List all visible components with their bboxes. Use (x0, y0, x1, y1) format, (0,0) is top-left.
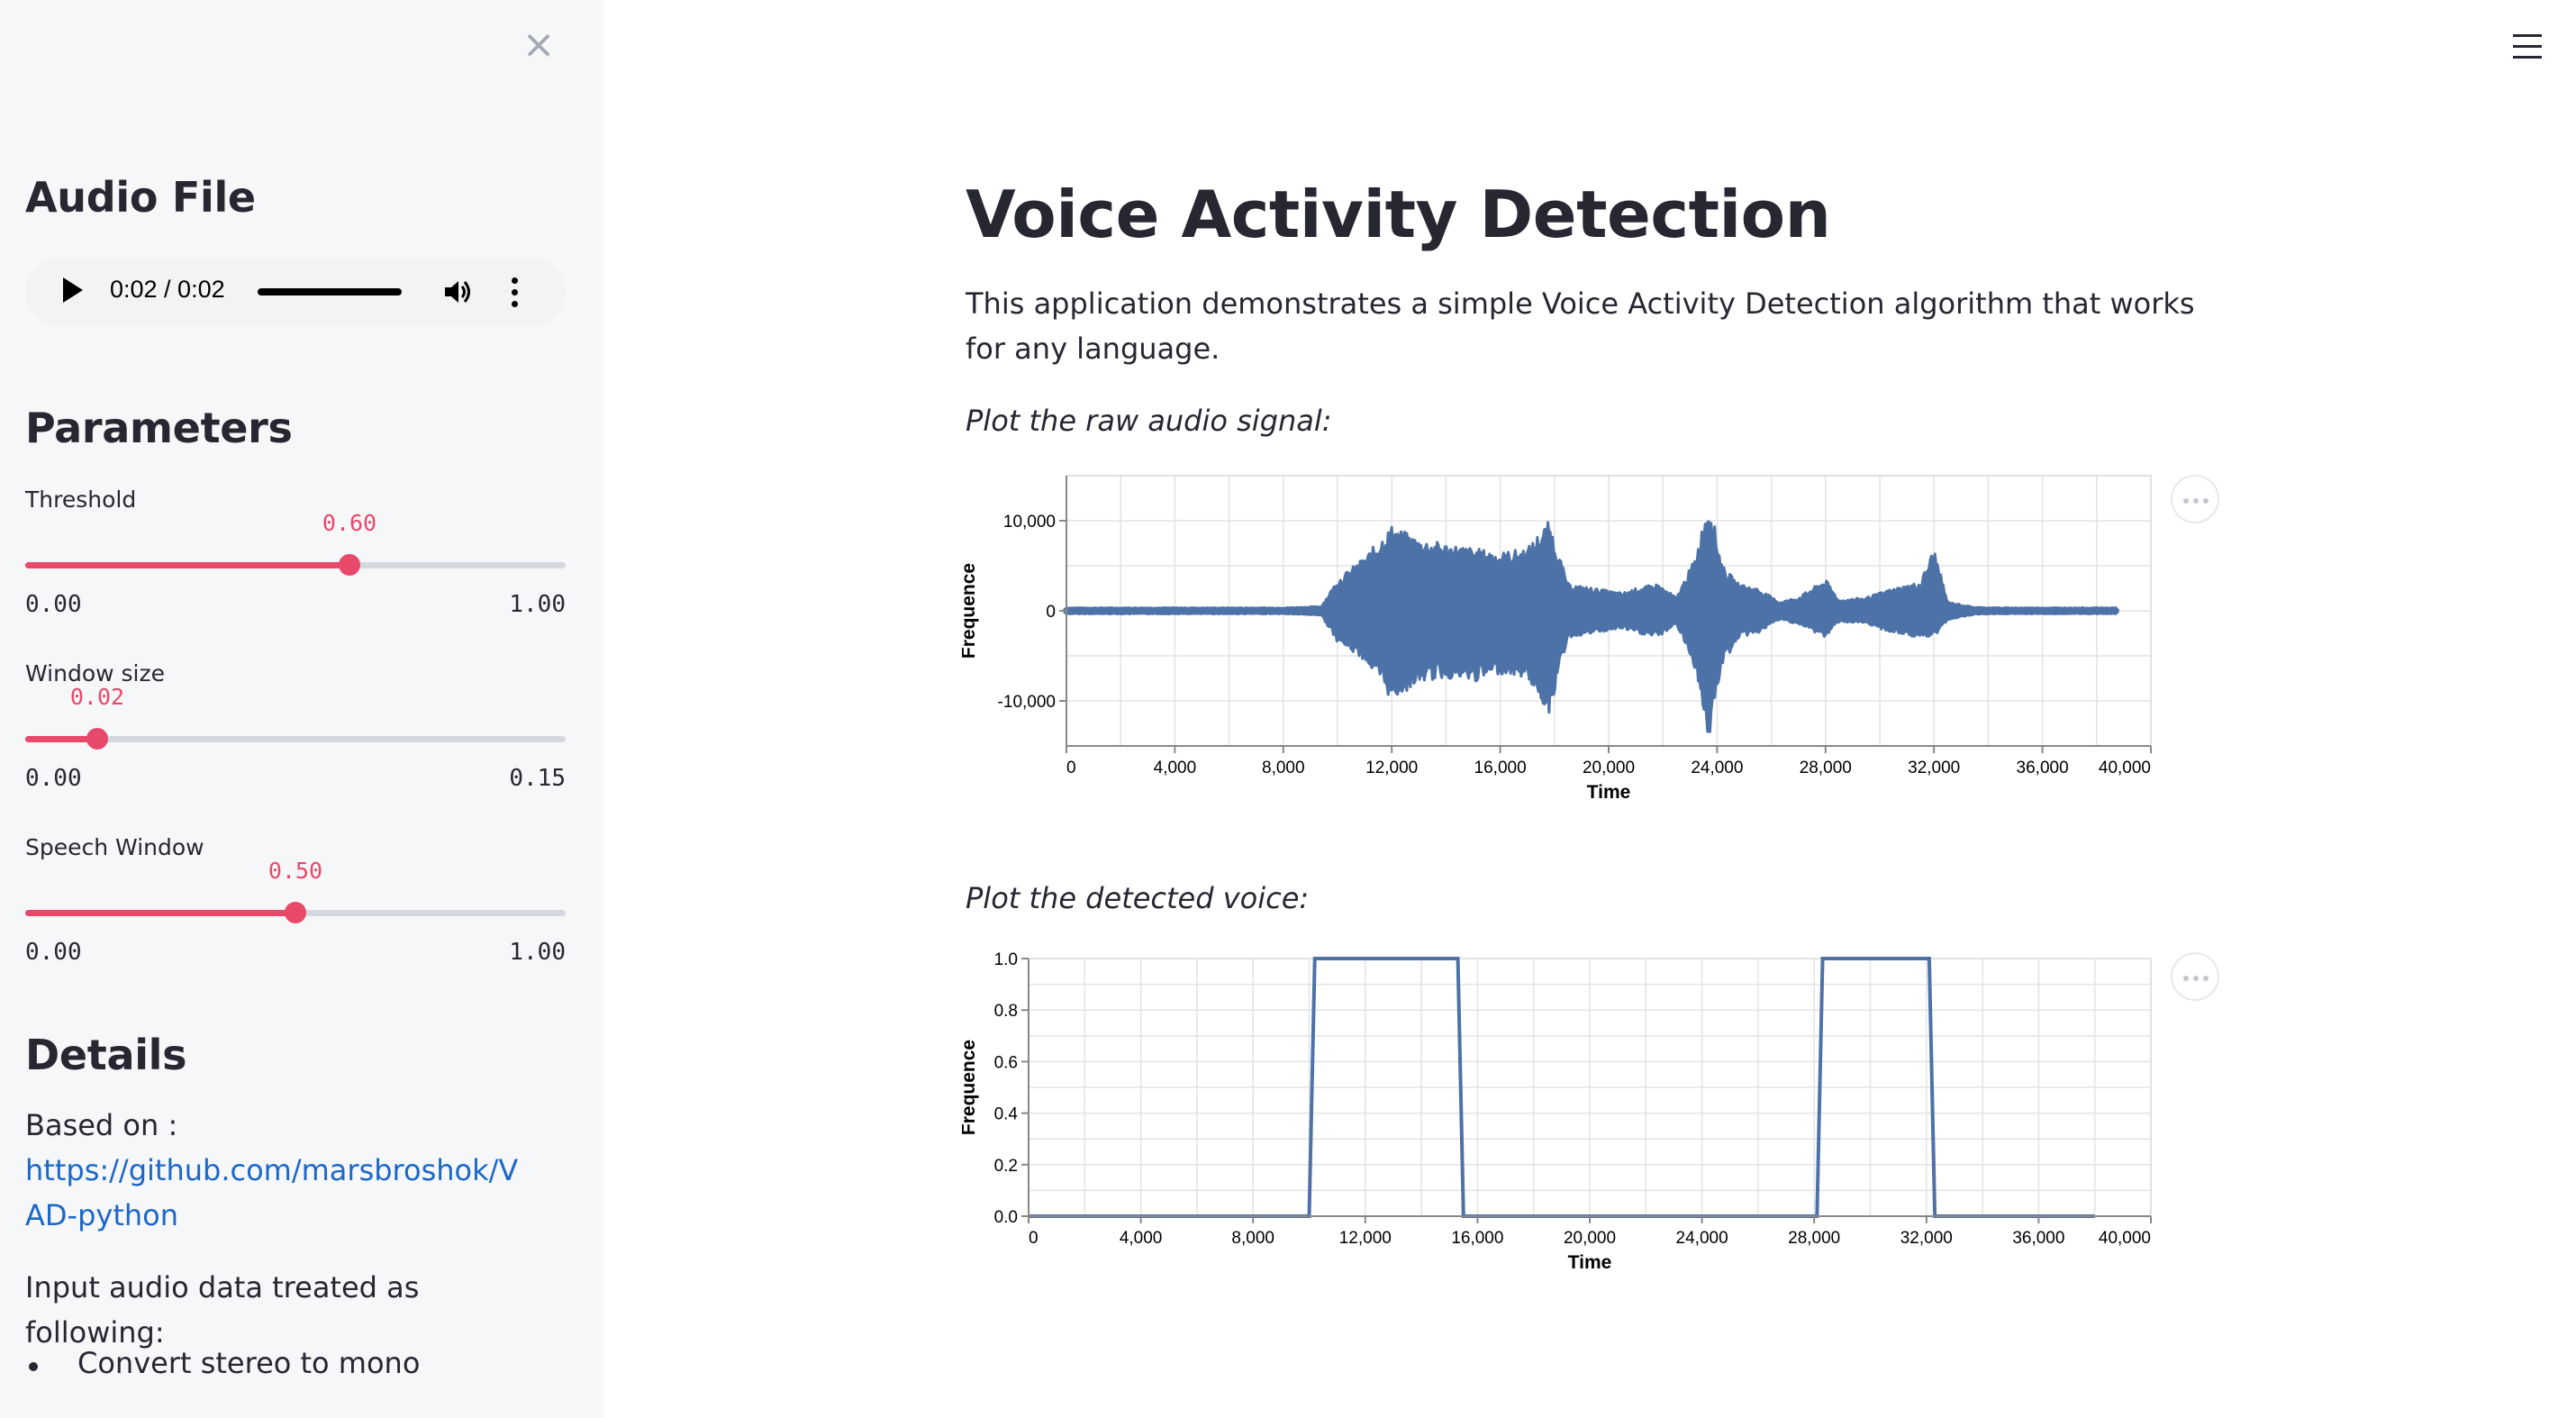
x-tick-label: 32,000 (1908, 759, 1960, 777)
sidebar: × Audio File 0:02 / 0:02 Parameters Thre… (0, 0, 603, 1418)
slider-min: 0.00 (25, 765, 82, 792)
x-tick-label: 24,000 (1691, 759, 1743, 777)
x-tick-label: 40,000 (2099, 1229, 2151, 1248)
based-on-label: Based on : (25, 1108, 178, 1142)
audio-time: 0:02 / 0:02 (110, 276, 225, 303)
raw-signal-caption: Plot the raw audio signal: (966, 404, 1332, 438)
y-tick-label: 0.2 (994, 1157, 1018, 1176)
y-tick-label: 10,000 (1003, 513, 1056, 532)
x-tick-label: 32,000 (1900, 1229, 1953, 1248)
y-tick-label: 0 (1046, 603, 1056, 622)
chart-options-button[interactable] (2171, 475, 2219, 523)
x-tick-label: 40,000 (2099, 759, 2151, 777)
more-options-icon[interactable] (512, 277, 521, 308)
x-tick-label: 8,000 (1231, 1229, 1274, 1248)
close-icon[interactable]: × (522, 22, 556, 68)
y-tick-label: 0.4 (994, 1105, 1019, 1124)
x-tick-label: 12,000 (1339, 1229, 1392, 1248)
x-tick-label: 28,000 (1788, 1229, 1840, 1248)
x-axis-title: Time (1587, 782, 1631, 803)
x-tick-label: 20,000 (1564, 1229, 1616, 1248)
slider-thumb[interactable] (285, 902, 306, 923)
slider-thumb[interactable] (339, 554, 360, 576)
y-axis-title: Frequence (962, 563, 979, 659)
detected-voice-chart: 0 4,000 8,000 12,000 16,000 20,000 24,000 28,00… (958, 937, 2187, 1292)
detected-voice-caption: Plot the detected voice: (966, 881, 1310, 915)
slider-fill (25, 562, 349, 568)
x-tick-label: 16,000 (1474, 759, 1527, 777)
bullet-dot (29, 1362, 38, 1371)
slider-value: 0.02 (69, 684, 125, 710)
slider-rail[interactable] (25, 736, 566, 742)
raw-audio-chart-svg: 0 4,000 8,000 12,000 16,000 20,000 24,000 28,00… (958, 475, 2152, 803)
github-link[interactable]: https://github.com/marsbroshok/VAD-pytho… (25, 1153, 519, 1232)
slider-max: 1.00 (509, 591, 566, 618)
page-title: Voice Activity Detection (966, 177, 1831, 252)
x-axis-title: Time (1568, 1252, 1612, 1273)
chart-options-button[interactable] (2171, 952, 2219, 1001)
details-text: Based on : https://github.com/marsbrosho… (25, 1103, 566, 1238)
slider-value: 0.50 (268, 858, 323, 884)
slider-fill (25, 736, 97, 742)
x-tick-label: 0 (1066, 759, 1076, 777)
x-tick-label: 36,000 (2017, 759, 2069, 777)
x-tick-label: 16,000 (1451, 1229, 1503, 1248)
x-tick-label: 36,000 (2012, 1229, 2064, 1248)
volume-icon[interactable] (441, 276, 474, 308)
x-tick-label: 4,000 (1120, 1229, 1163, 1248)
parameters-heading: Parameters (25, 404, 293, 452)
slider-value: 0.60 (322, 510, 377, 536)
page-description: This application demonstrates a simple V… (966, 286, 2195, 366)
y-tick-label: 0.6 (994, 1053, 1018, 1072)
audio-file-heading: Audio File (25, 173, 256, 222)
audio-player[interactable]: 0:02 / 0:02 (25, 258, 566, 326)
slider-max: 1.00 (509, 939, 566, 966)
x-tick-label: 4,000 (1154, 759, 1197, 777)
x-tick-label: 0 (1029, 1229, 1039, 1248)
speech-window-label: Speech Window (25, 834, 204, 860)
slider-min: 0.00 (25, 939, 82, 966)
y-tick-label: 0.8 (994, 1002, 1018, 1021)
slider-max: 0.15 (509, 765, 566, 792)
slider-fill (25, 910, 295, 916)
audio-progress-bar[interactable] (258, 288, 402, 295)
x-tick-label: 24,000 (1676, 1229, 1728, 1248)
y-axis-title: Frequence (962, 1040, 979, 1135)
details-heading: Details (25, 1031, 187, 1079)
x-tick-label: 20,000 (1583, 759, 1635, 777)
raw-audio-chart: 0 4,000 8,000 12,000 16,000 20,000 24,000 28,00… (958, 459, 2187, 814)
input-audio-text: Input audio data treated as following: (25, 1270, 420, 1350)
threshold-slider[interactable]: 0.60 0.00 1.00 (25, 510, 566, 618)
detected-voice-chart-svg: 0 4,000 8,000 12,000 16,000 20,000 24,000 28,00… (958, 950, 2152, 1273)
slider-thumb[interactable] (86, 728, 108, 750)
x-tick-label: 28,000 (1800, 759, 1852, 777)
list-item-text: Convert stereo to mono (77, 1346, 421, 1380)
hamburger-menu-icon[interactable] (2513, 34, 2542, 59)
y-tick-label: 0.0 (994, 1208, 1018, 1227)
window-size-label: Window size (25, 660, 165, 686)
play-icon[interactable] (63, 277, 83, 303)
y-tick-label: -10,000 (998, 693, 1056, 712)
slider-min: 0.00 (25, 591, 82, 618)
speech-window-slider[interactable]: 0.50 0.00 1.00 (25, 858, 566, 966)
x-tick-label: 12,000 (1365, 759, 1418, 777)
waveform-area (1065, 520, 2118, 733)
window-size-slider[interactable]: 0.02 0.00 0.15 (25, 684, 566, 792)
x-tick-label: 8,000 (1262, 759, 1305, 777)
y-tick-label: 1.0 (994, 950, 1018, 969)
threshold-label: Threshold (25, 486, 137, 513)
